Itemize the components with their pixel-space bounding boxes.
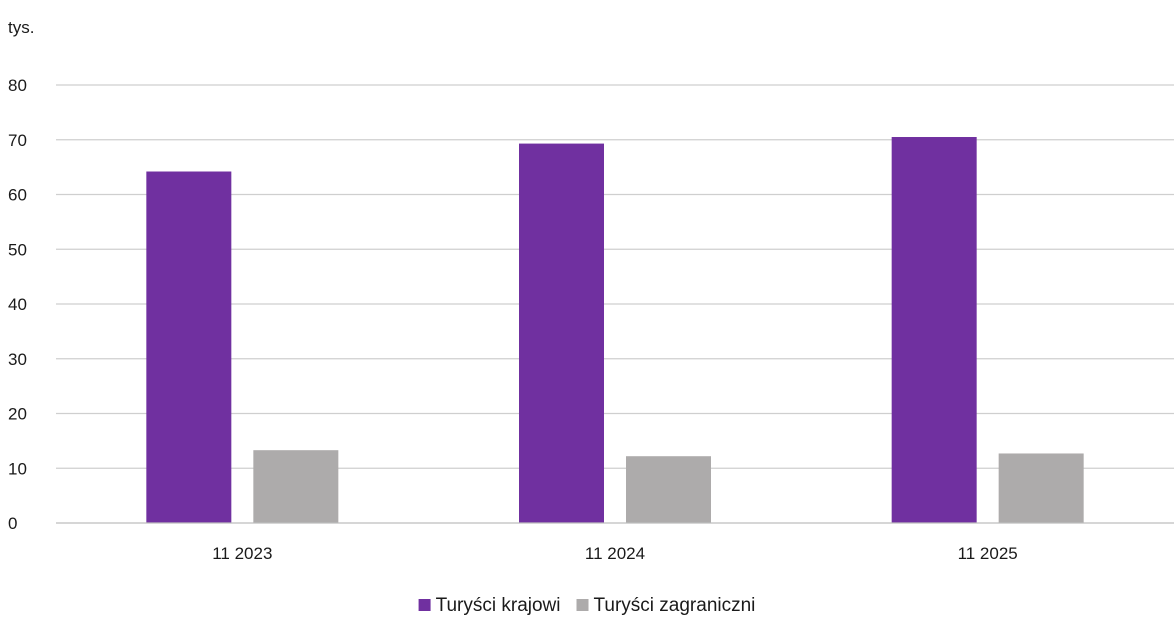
y-tick-label: 10 [8,459,27,478]
x-category-label: 11 2023 [212,544,272,563]
y-tick-label: 30 [8,350,27,369]
legend-swatch [418,599,431,611]
bar-turysci-krajowi [519,143,604,523]
bar-turysci-krajowi [891,137,977,523]
legend-label: Turyści zagraniczni [594,595,756,616]
y-tick-label: 20 [8,405,27,424]
legend-label: Turyści krajowi [436,595,561,616]
legend: Turyści krajowi Turyści zagraniczni [418,595,756,616]
bar-turysci-zagraniczni [998,453,1084,523]
bar-turysci-krajowi [146,171,232,523]
gridlines [56,84,1174,469]
bar-turysci-zagraniczni [626,456,711,523]
y-tick-label: 70 [8,131,27,150]
y-axis-ticks: 0 10 20 30 40 50 60 70 80 [8,76,27,533]
bars [146,137,1084,523]
x-axis-categories: 11 2023 11 2024 11 2025 [212,544,1018,563]
y-tick-label: 80 [8,76,27,95]
y-tick-label: 50 [8,240,27,259]
legend-item: Turyści zagraniczni [576,595,756,616]
legend-item: Turyści krajowi [418,595,561,616]
y-tick-label: 60 [8,186,27,205]
legend-swatch [576,599,589,611]
x-category-label: 11 2025 [958,544,1018,563]
y-axis-unit-label: tys. [8,18,34,37]
bar-turysci-zagraniczni [253,450,339,523]
x-category-label: 11 2024 [585,544,645,563]
y-tick-label: 40 [8,295,27,314]
y-tick-label: 0 [8,514,17,533]
